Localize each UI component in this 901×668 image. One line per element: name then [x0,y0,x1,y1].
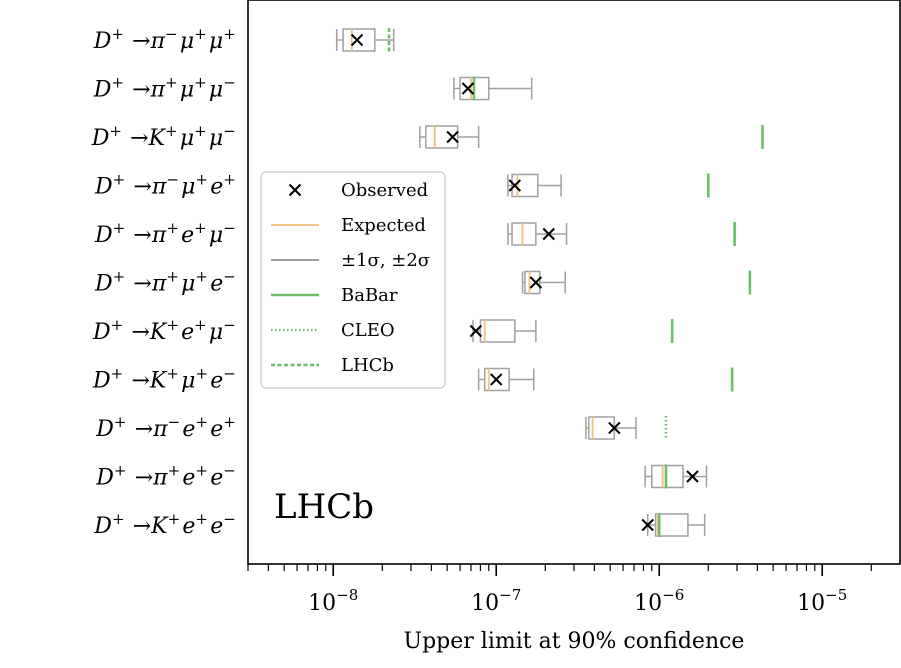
observed-marker [641,518,654,532]
observed-marker [469,324,483,338]
decay-limit-mark [585,416,668,440]
category-labels: D+ →π− μ+ μ+ D+ →π+ μ+ μ− D+ →K+ μ+ μ− D… [91,25,238,539]
sigma1-box [511,222,537,246]
category-label: D+ →π+ μ+ μ− [93,74,238,103]
x-tick-label: 10−7 [471,586,521,616]
sigma1-box [524,270,541,295]
observed-marker [608,421,621,435]
x-tick-label: 10−8 [308,586,358,616]
x-axis-title: Upper limit at 90% confidence [404,629,745,654]
legend-label: CLEO [341,320,395,341]
legend-label: ±1σ, ±2σ [341,250,430,271]
legend: Observed Expected ±1σ, ±2σ BaBar CLEO LHCb [260,171,446,389]
x-tick-label: 10−6 [634,586,684,616]
legend-entry-cleo: CLEO [271,320,395,341]
legend-entry-sigma: ±1σ, ±2σ [271,250,430,271]
category-label: D+ →π− μ+ μ+ [93,25,238,54]
category-label: D+ →π− e+ e+ [95,413,238,442]
category-label: D+ →K+ e+ e− [93,510,238,539]
category-label: D+ →K+ e+ μ− [92,316,238,345]
data-marks [335,28,764,537]
decay-limit-mark [641,513,706,537]
category-label: D+ →π+ e+ μ− [94,219,238,248]
sigma1-box [342,28,376,52]
legend-label: LHCb [341,355,394,376]
sigma1-box [425,125,459,149]
decay-limit-mark [521,270,752,295]
legend-entry-babar: BaBar [271,285,398,306]
category-label: D+ →K+ μ+ e− [92,365,238,394]
decay-limit-mark [335,28,395,52]
category-label: D+ →π− μ+ e+ [94,171,238,200]
sigma1-box [654,513,689,537]
legend-entry-expected: Expected [271,215,426,236]
category-label: D+ →π+ e+ e− [95,462,238,491]
legend-entry-lhcb: LHCb [271,355,394,376]
decay-limit-mark [507,222,736,246]
legend-label: BaBar [341,285,398,306]
x-axis: 10−8 10−7 10−6 10−5 [247,564,872,616]
sigma1-box [511,173,539,198]
decay-limit-mark [644,464,708,489]
decay-limit-mark [469,319,674,343]
sigma1-box [651,464,684,489]
decay-limit-mark [453,76,533,101]
observed-marker [529,276,543,289]
observed-marker [508,179,522,192]
sigma1-box [483,367,510,392]
legend-entry-observed: Observed [288,180,428,201]
observed-marker [446,130,459,144]
observed-marker [686,470,699,483]
decay-limit-mark [477,367,734,392]
legend-label: Expected [341,215,426,236]
decay-limit-mark [419,125,764,149]
sigma1-box [479,319,516,343]
x-tick-label: 10−5 [797,586,847,616]
observed-marker [542,227,555,241]
category-label: D+ →π+ μ+ e− [94,268,238,297]
observed-marker [490,373,503,386]
legend-label: Observed [341,180,428,201]
lhcb-watermark: LHCb [274,487,374,527]
observed-marker [350,33,364,47]
category-label: D+ →K+ μ+ μ− [91,122,238,151]
observed-marker [461,82,475,95]
decay-limit-mark [507,173,710,198]
